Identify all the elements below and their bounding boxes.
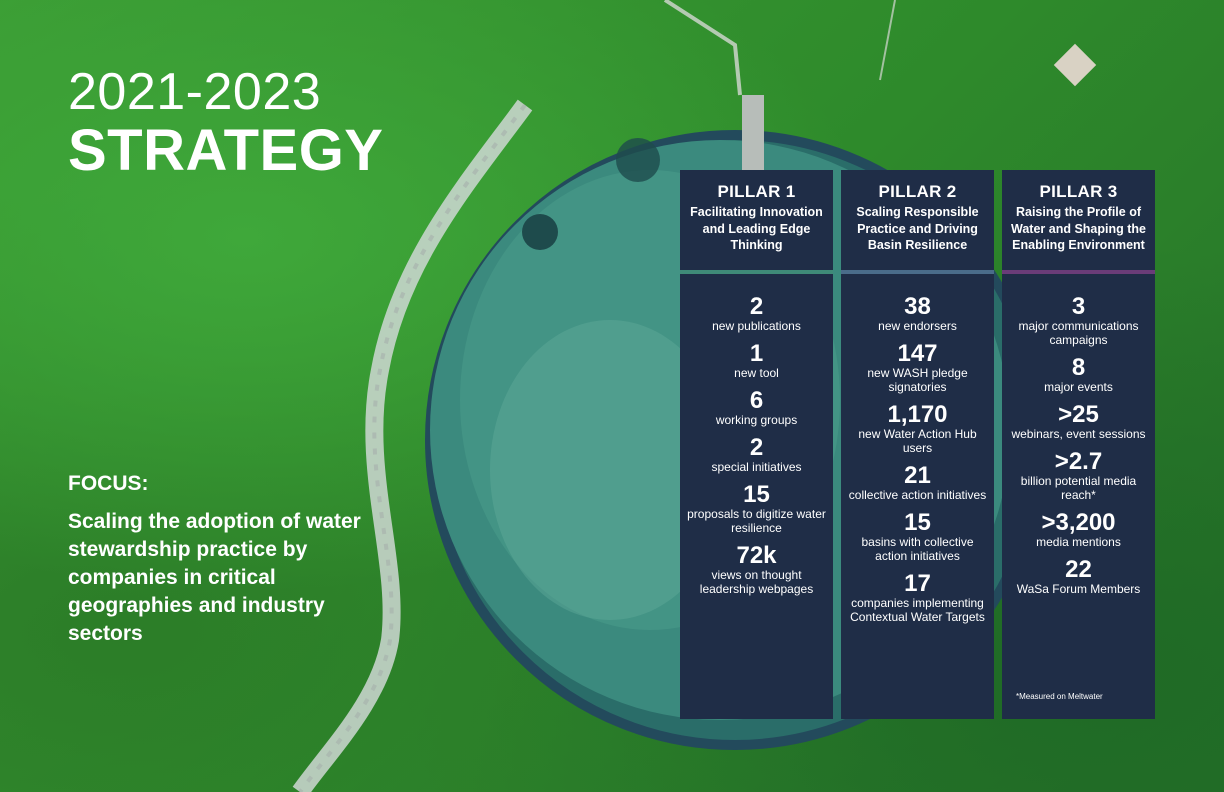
stat-label: new WASH pledge signatories [867, 366, 968, 394]
stat-label: new tool [734, 366, 779, 380]
stat-item: 17 companies implementing Contextual Wate… [841, 571, 994, 624]
stat-label: major events [1044, 380, 1113, 394]
stat-label: new endorsers [878, 319, 957, 333]
stat-number: >3,200 [1041, 509, 1116, 536]
pillar-2-title: Scaling Responsible Practice and Driving… [856, 205, 979, 252]
pillar-3-title: Raising the Profile of Water and Shaping… [1011, 205, 1146, 252]
pillar-1-stats: 2 new publications 1 new tool 6 working gro… [680, 274, 833, 596]
pillar-1-header: PILLAR 1 Facilitating Innovation and Lea… [680, 170, 833, 270]
stat-item: 22 WaSa Forum Members [1002, 557, 1155, 596]
stat-label: webinars, event sessions [1011, 427, 1146, 441]
pillar-1-name: PILLAR 1 [717, 182, 796, 201]
stat-number: >2.7 [1054, 448, 1103, 475]
stat-label: billion potential media reach* [1020, 474, 1137, 502]
focus-label: FOCUS: [68, 472, 149, 495]
stat-number: 147 [897, 340, 938, 367]
stat-item: 2 special initiatives [680, 435, 833, 474]
title-strategy: STRATEGY [68, 118, 384, 183]
stat-item: >25 webinars, event sessions [1002, 402, 1155, 441]
stat-item: 38 new endorsers [841, 294, 994, 333]
stat-number: 1 [749, 340, 764, 367]
stat-item: >3,200 media mentions [1002, 510, 1155, 549]
stat-label: major communications campaigns [1018, 319, 1139, 347]
focus-section: FOCUS: Scaling the adoption of water ste… [68, 472, 398, 648]
stat-number: 38 [904, 293, 931, 320]
stat-item: 15 proposals to digitize water resilience [680, 482, 833, 535]
pillar-3-header: PILLAR 3 Raising the Profile of Water an… [1002, 170, 1155, 270]
stat-label: new Water Action Hub users [858, 427, 977, 455]
page-title: 2021-2023 STRATEGY [68, 66, 384, 180]
focus-text: Scaling the adoption of water stewardshi… [68, 510, 361, 645]
stat-item: 8 major events [1002, 355, 1155, 394]
stat-number: 2 [749, 434, 764, 461]
stat-number: 17 [904, 570, 931, 597]
stat-label: working groups [715, 413, 798, 427]
stat-number: 15 [743, 481, 770, 508]
stat-label: views on thought leadership webpages [699, 568, 814, 596]
pillar-2-accent-bar [841, 270, 994, 274]
pillar-2-stats: 38 new endorsers 147 new WASH pledge signa… [841, 274, 994, 624]
pillar-2-header: PILLAR 2 Scaling Responsible Practice an… [841, 170, 994, 270]
stat-label: companies implementing Contextual Water … [850, 596, 985, 624]
stat-item: 147 new WASH pledge signatories [841, 341, 994, 394]
pillar-3-name: PILLAR 3 [1039, 182, 1118, 201]
pillar-3-accent-bar [1002, 270, 1155, 274]
stat-label: basins with collective action initiative… [861, 535, 974, 563]
stat-item: 2 new publications [680, 294, 833, 333]
stat-item: 6 working groups [680, 388, 833, 427]
stat-item: 1,170 new Water Action Hub users [841, 402, 994, 455]
stat-item: 15 basins with collective action initiati… [841, 510, 994, 563]
stat-number: 72k [736, 542, 777, 569]
stat-number: >25 [1058, 401, 1099, 428]
stat-number: 6 [749, 387, 764, 414]
pillar-3-stats: 3 major communications campaigns 8 major e… [1002, 274, 1155, 596]
pillar-1-card: PILLAR 1 Facilitating Innovation and Lea… [680, 170, 833, 719]
footnote: *Measured on Meltwater [1016, 692, 1103, 701]
stat-item: 72k views on thought leadership webpages [680, 543, 833, 596]
stat-number: 3 [1071, 293, 1086, 320]
stat-number: 22 [1065, 556, 1092, 583]
stat-number: 21 [904, 462, 931, 489]
stat-number: 15 [904, 509, 931, 536]
stat-label: WaSa Forum Members [1016, 582, 1141, 596]
stat-number: 1,170 [887, 401, 948, 428]
pillar-1-accent-bar [680, 270, 833, 274]
pillar-1-title: Facilitating Innovation and Leading Edge… [690, 205, 823, 252]
stat-label: special initiatives [711, 460, 802, 474]
pillar-3-card: PILLAR 3 Raising the Profile of Water an… [1002, 170, 1155, 719]
pillar-2-name: PILLAR 2 [878, 182, 957, 201]
pillar-2-card: PILLAR 2 Scaling Responsible Practice an… [841, 170, 994, 719]
title-years: 2021-2023 [68, 63, 322, 121]
stat-item: 1 new tool [680, 341, 833, 380]
stat-item: 3 major communications campaigns [1002, 294, 1155, 347]
stat-number: 8 [1071, 354, 1086, 381]
stat-label: new publications [712, 319, 801, 333]
stat-item: 21 collective action initiatives [841, 463, 994, 502]
stat-label: collective action initiatives [848, 488, 987, 502]
stat-item: >2.7 billion potential media reach* [1002, 449, 1155, 502]
stat-label: proposals to digitize water resilience [687, 507, 826, 535]
stat-number: 2 [749, 293, 764, 320]
stat-label: media mentions [1036, 535, 1121, 549]
